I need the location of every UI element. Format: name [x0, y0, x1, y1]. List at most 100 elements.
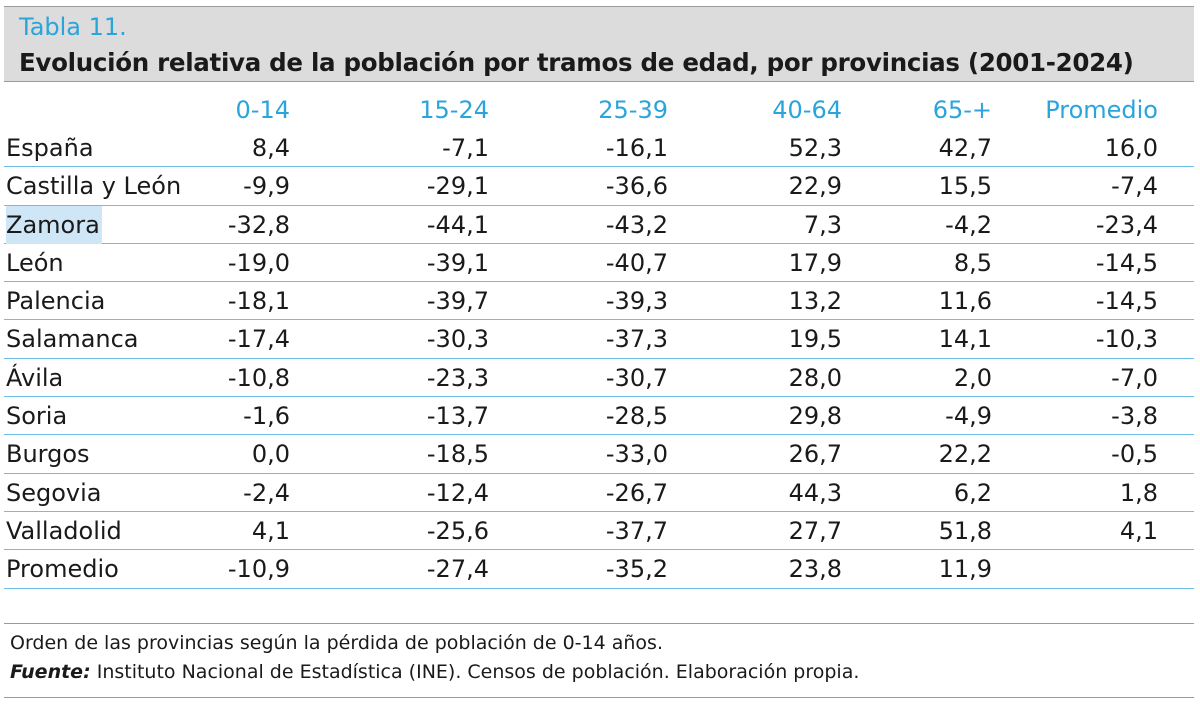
row-name: Ávila: [6, 363, 64, 392]
cell-25-39: -16,1: [605, 134, 668, 162]
cell-65-plus: 14,1: [938, 325, 992, 354]
table-row-average: Promedio -10,9 -27,4 -35,2 23,8 11,9: [4, 550, 1194, 589]
cell-promedio: -3,8: [1111, 402, 1158, 431]
source-text: Instituto Nacional de Estadística (INE).…: [90, 661, 860, 683]
cell-0-14: -32,8: [227, 210, 290, 239]
cell-promedio: 1,8: [1119, 478, 1158, 507]
cell-15-24: -12,4: [426, 478, 489, 507]
footer-divider-bottom: [4, 697, 1194, 698]
cell-65-plus: 2,0: [953, 363, 992, 392]
column-header-40-64: 40-64: [772, 96, 842, 124]
row-name: Burgos: [6, 440, 90, 469]
row-name: Palencia: [6, 287, 106, 316]
cell-40-64: 52,3: [788, 134, 842, 162]
cell-25-39: -37,3: [605, 325, 668, 354]
cell-promedio: -7,4: [1111, 172, 1158, 201]
cell-40-64: 13,2: [788, 287, 842, 316]
row-name: Valladolid: [6, 516, 122, 545]
row-name: Promedio: [6, 555, 119, 584]
cell-25-39: -43,2: [605, 210, 668, 239]
cell-0-14: -18,1: [227, 287, 290, 316]
table-header-band: Tabla 11. Evolución relativa de la pobla…: [4, 6, 1194, 82]
cell-65-plus: 51,8: [938, 516, 992, 545]
column-header-65-plus: 65-+: [932, 96, 992, 124]
table-row: España 8,4 -7,1 -16,1 52,3 42,7 16,0: [4, 129, 1194, 168]
column-header-promedio: Promedio: [1045, 96, 1158, 124]
column-header-15-24: 15-24: [419, 96, 489, 124]
row-name: León: [6, 248, 64, 277]
cell-15-24: -27,4: [426, 555, 489, 584]
cell-40-64: 19,5: [788, 325, 842, 354]
cell-25-39: -33,0: [605, 440, 668, 469]
cell-promedio: -7,0: [1111, 363, 1158, 392]
cell-40-64: 22,9: [788, 172, 842, 201]
column-header-row: 0-14 15-24 25-39 40-64 65-+ Promedio: [4, 91, 1194, 129]
table-row: Salamanca -17,4 -30,3 -37,3 19,5 14,1 -1…: [4, 320, 1194, 359]
row-name: Soria: [6, 402, 68, 431]
row-name-highlighted[interactable]: Zamora: [6, 205, 102, 244]
table-number: Tabla 11.: [19, 13, 127, 41]
cell-0-14: -9,9: [243, 172, 290, 201]
cell-promedio: -14,5: [1095, 287, 1158, 316]
source-line: Fuente: Instituto Nacional de Estadístic…: [10, 661, 859, 683]
row-name: España: [6, 134, 94, 162]
row-name: Castilla y León: [6, 172, 182, 201]
cell-15-24: -23,3: [426, 363, 489, 392]
cell-15-24: -30,3: [426, 325, 489, 354]
table-row-highlighted: Zamora -32,8 -44,1 -43,2 7,3 -4,2 -23,4: [4, 205, 1194, 244]
cell-40-64: 17,9: [788, 248, 842, 277]
cell-15-24: -44,1: [426, 210, 489, 239]
cell-15-24: -39,1: [426, 248, 489, 277]
cell-0-14: 8,4: [251, 134, 290, 162]
cell-promedio: -23,4: [1095, 210, 1158, 239]
table-row: Palencia -18,1 -39,7 -39,3 13,2 11,6 -14…: [4, 282, 1194, 321]
cell-15-24: -25,6: [426, 516, 489, 545]
table-row: León -19,0 -39,1 -40,7 17,9 8,5 -14,5: [4, 244, 1194, 283]
cell-0-14: 4,1: [251, 516, 290, 545]
cell-25-39: -26,7: [605, 478, 668, 507]
cell-15-24: -13,7: [426, 402, 489, 431]
cell-65-plus: 11,9: [938, 555, 992, 584]
cell-65-plus: 8,5: [953, 248, 992, 277]
cell-25-39: -30,7: [605, 363, 668, 392]
row-name: Segovia: [6, 478, 102, 507]
cell-promedio: -0,5: [1111, 440, 1158, 469]
table-row: Ávila -10,8 -23,3 -30,7 28,0 2,0 -7,0: [4, 359, 1194, 398]
cell-15-24: -29,1: [426, 172, 489, 201]
cell-40-64: 29,8: [788, 402, 842, 431]
cell-promedio: -14,5: [1095, 248, 1158, 277]
cell-15-24: -18,5: [426, 440, 489, 469]
cell-65-plus: -4,2: [945, 210, 992, 239]
table-row: Valladolid 4,1 -25,6 -37,7 27,7 51,8 4,1: [4, 512, 1194, 551]
cell-40-64: 44,3: [788, 478, 842, 507]
cell-15-24: -39,7: [426, 287, 489, 316]
table-title: Evolución relativa de la población por t…: [19, 48, 1134, 77]
cell-40-64: 23,8: [788, 555, 842, 584]
cell-0-14: -10,9: [227, 555, 290, 584]
cell-0-14: -19,0: [227, 248, 290, 277]
source-label: Fuente:: [10, 661, 91, 683]
cell-25-39: -36,6: [605, 172, 668, 201]
cell-40-64: 7,3: [803, 210, 842, 239]
row-name: Salamanca: [6, 325, 139, 354]
cell-40-64: 26,7: [788, 440, 842, 469]
column-header-0-14: 0-14: [235, 96, 290, 124]
cell-15-24: -7,1: [442, 134, 489, 162]
cell-65-plus: 15,5: [938, 172, 992, 201]
data-table: 0-14 15-24 25-39 40-64 65-+ Promedio Esp…: [4, 91, 1194, 589]
cell-0-14: 0,0: [251, 440, 290, 469]
cell-65-plus: -4,9: [945, 402, 992, 431]
cell-65-plus: 11,6: [938, 287, 992, 316]
table-row: Castilla y León -9,9 -29,1 -36,6 22,9 15…: [4, 167, 1194, 206]
cell-25-39: -40,7: [605, 248, 668, 277]
cell-0-14: -2,4: [243, 478, 290, 507]
column-header-25-39: 25-39: [598, 96, 668, 124]
cell-promedio: -10,3: [1095, 325, 1158, 354]
cell-25-39: -39,3: [605, 287, 668, 316]
cell-promedio: 16,0: [1104, 134, 1158, 162]
footer-divider-top: [4, 623, 1194, 624]
cell-0-14: -17,4: [227, 325, 290, 354]
cell-65-plus: 22,2: [938, 440, 992, 469]
cell-40-64: 28,0: [788, 363, 842, 392]
table-row: Soria -1,6 -13,7 -28,5 29,8 -4,9 -3,8: [4, 397, 1194, 436]
